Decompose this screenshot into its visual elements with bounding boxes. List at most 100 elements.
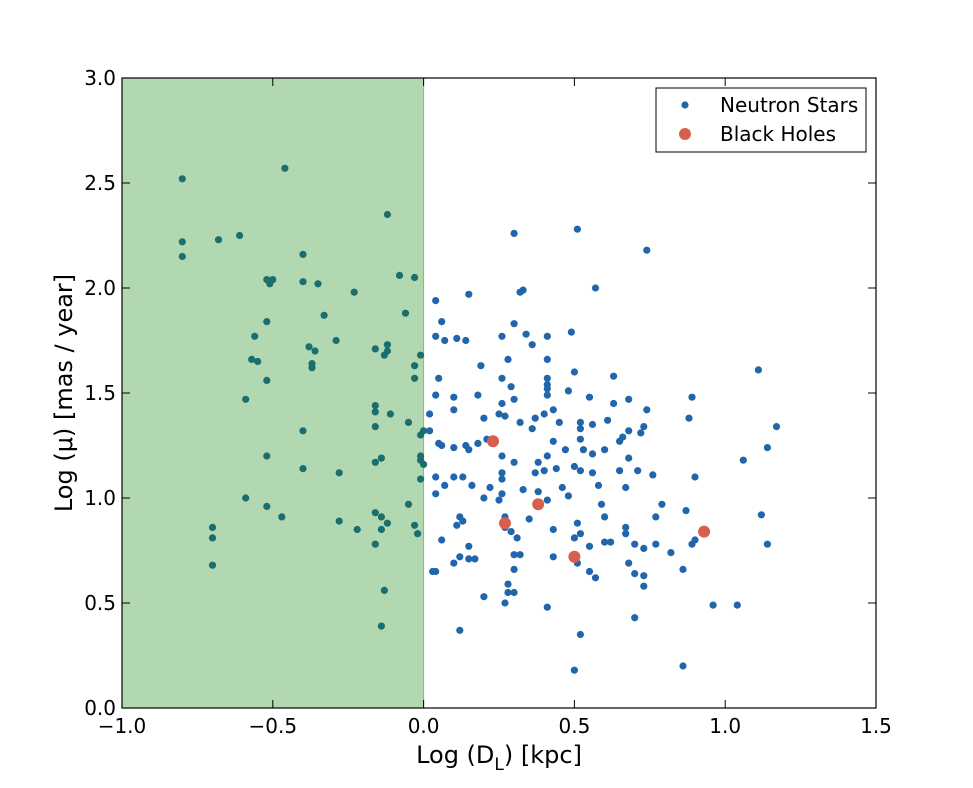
neutron-star-point <box>625 559 633 567</box>
neutron-star-point <box>450 444 458 452</box>
neutron-star-point <box>543 603 551 611</box>
neutron-star-point <box>549 525 557 534</box>
neutron-star-point <box>299 465 307 473</box>
neutron-star-point <box>540 467 548 475</box>
neutron-star-point <box>625 395 633 403</box>
neutron-star-point <box>516 288 524 296</box>
neutron-star-point <box>576 630 585 639</box>
neutron-star-point <box>543 496 551 504</box>
neutron-star-point <box>377 622 385 630</box>
neutron-star-point <box>531 469 539 477</box>
neutron-star-point <box>383 341 391 349</box>
neutron-star-point <box>652 540 660 548</box>
neutron-star-point <box>411 273 419 282</box>
neutron-star-point <box>691 536 699 544</box>
neutron-star-point <box>682 507 690 515</box>
neutron-star-point <box>450 393 458 401</box>
neutron-star-point <box>335 469 343 477</box>
neutron-star-point <box>299 427 307 435</box>
neutron-star-point <box>709 601 717 609</box>
neutron-star-point <box>510 588 518 597</box>
x-axis-label: Log (DL) [kpc] <box>416 741 582 775</box>
neutron-star-point <box>579 446 588 454</box>
neutron-star-point <box>453 521 461 529</box>
neutron-star-point <box>371 345 379 353</box>
neutron-star-point <box>462 336 470 345</box>
neutron-star-point <box>558 483 566 492</box>
neutron-star-point <box>667 549 675 557</box>
neutron-star-point <box>510 565 518 574</box>
neutron-star-point <box>432 490 440 498</box>
neutron-star-point <box>438 318 446 326</box>
neutron-star-point <box>739 456 747 464</box>
neutron-star-point <box>534 488 542 496</box>
neutron-star-point <box>435 374 443 382</box>
neutron-star-point <box>610 399 618 408</box>
legend-box <box>655 87 867 153</box>
neutron-star-point <box>513 534 521 542</box>
ticks-layer: −1.0 −0.5 0.0 0.5 1.0 1.5 0.0 0.5 1.0 1.5 2.0 2.5 3.… <box>84 66 892 738</box>
neutron-star-point <box>498 332 506 340</box>
x-tick-label: −1.0 <box>98 714 147 738</box>
neutron-star-point <box>573 519 582 527</box>
neutron-star-point <box>332 336 340 345</box>
neutron-star-point <box>441 336 449 345</box>
neutron-star-point <box>299 278 307 286</box>
neutron-star-point <box>371 423 379 431</box>
neutron-star-point <box>432 391 440 399</box>
neutron-star-point <box>465 290 473 298</box>
neutron-star-point <box>504 580 512 588</box>
neutron-star-point <box>561 446 570 454</box>
neutron-star-point <box>634 467 642 475</box>
neutron-star-point <box>438 441 446 450</box>
neutron-star-point <box>456 553 464 561</box>
neutron-star-point <box>383 210 391 219</box>
neutron-star-point <box>474 391 482 399</box>
neutron-star-point <box>465 446 473 454</box>
neutron-star-point <box>383 519 391 527</box>
neutron-star-point <box>178 252 186 261</box>
neutron-star-point <box>588 420 597 429</box>
neutron-star-point <box>453 334 461 342</box>
neutron-star-point <box>278 513 286 521</box>
neutron-star-point <box>263 376 271 384</box>
neutron-star-point <box>591 574 600 582</box>
neutron-star-point <box>643 406 651 414</box>
neutron-star-point <box>519 486 527 494</box>
neutron-star-point <box>380 586 388 595</box>
y-tick-label: 0.0 <box>84 696 116 720</box>
neutron-star-point <box>640 582 648 590</box>
neutron-star-point <box>585 567 594 576</box>
neutron-star-point <box>576 435 585 443</box>
neutron-star-point <box>208 561 217 569</box>
neutron-star-point <box>534 458 542 466</box>
neutron-star-point <box>456 626 464 634</box>
y-tick-label: 2.5 <box>84 171 116 195</box>
neutron-star-point <box>576 467 585 475</box>
neutron-star-point <box>371 458 379 466</box>
black-hole-point <box>499 517 511 530</box>
legend-marker-black-holes <box>679 128 691 140</box>
y-tick-label: 3.0 <box>84 66 116 90</box>
y-tick-label: 1.5 <box>84 381 116 405</box>
neutron-star-point <box>640 423 648 431</box>
neutron-star-point <box>570 666 579 674</box>
neutron-star-point <box>441 481 449 489</box>
neutron-star-point <box>549 406 557 414</box>
neutron-star-point <box>631 570 639 578</box>
neutron-star-point <box>549 437 557 445</box>
neutron-star-point <box>631 540 639 548</box>
neutron-star-point <box>501 599 509 607</box>
neutron-star-point <box>567 328 576 336</box>
neutron-star-point <box>242 395 250 403</box>
neutron-star-point <box>498 475 506 483</box>
neutron-star-point <box>498 490 506 498</box>
x-tick-label: 1.0 <box>709 714 741 738</box>
neutron-star-point <box>459 473 467 481</box>
neutron-star-point <box>625 427 633 435</box>
neutron-star-point <box>631 614 639 622</box>
neutron-star-point <box>510 395 518 403</box>
neutron-star-point <box>543 391 551 399</box>
neutron-star-point <box>652 513 660 521</box>
neutron-star-point <box>404 500 413 508</box>
